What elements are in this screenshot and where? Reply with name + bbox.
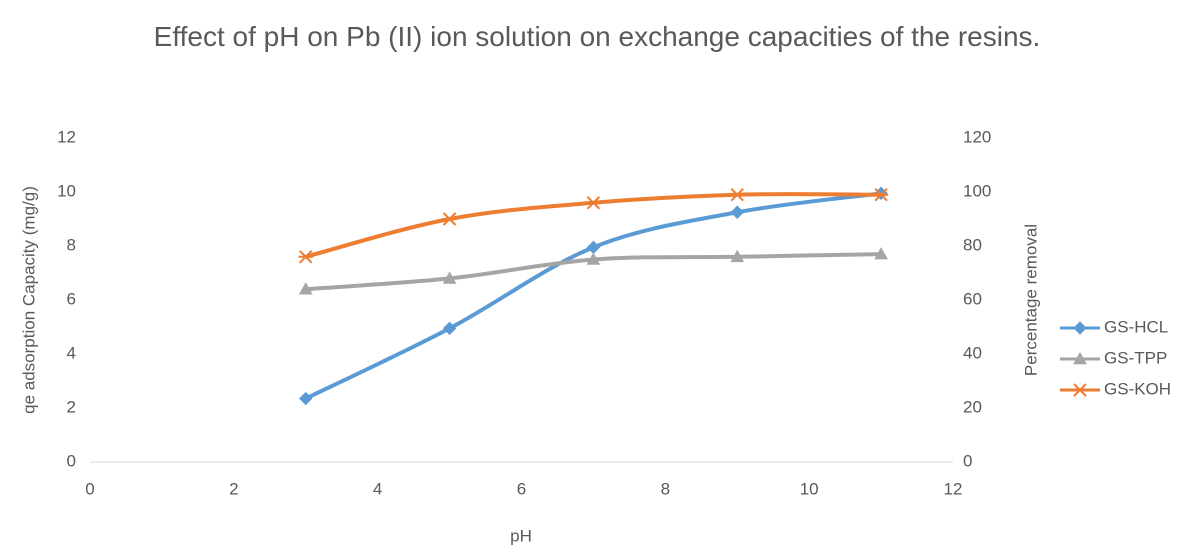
- chart-title: Effect of pH on Pb (II) ion solution on …: [153, 21, 1041, 52]
- legend-marker: [1073, 321, 1087, 335]
- y2-tick-label: 120: [963, 127, 991, 146]
- y-tick-label: 6: [67, 289, 76, 308]
- marker: [874, 247, 888, 260]
- y2-tick-label: 60: [963, 289, 982, 308]
- legend-marker: [1072, 383, 1088, 397]
- y2-tick-label: 100: [963, 181, 991, 200]
- y2-axis-label: Percentage removal: [1021, 224, 1040, 376]
- marker: [873, 187, 889, 202]
- legend-label: GS-HCL: [1104, 317, 1168, 336]
- marker: [442, 321, 457, 336]
- series-line: [304, 191, 882, 401]
- x-tick-label: 6: [517, 479, 526, 498]
- legend-marker: [1073, 351, 1087, 365]
- marker: [298, 282, 313, 295]
- marker: [442, 212, 457, 226]
- y2-tick-label: 20: [963, 397, 982, 416]
- x-tick-label: 4: [373, 479, 382, 498]
- y-axis-label: qe adsorption Capacity (mg/g): [19, 186, 38, 414]
- y2-tick-label: 0: [963, 451, 972, 470]
- marker: [298, 250, 313, 264]
- y2-tick-label: 80: [963, 235, 982, 254]
- x-tick-label: 10: [800, 479, 819, 498]
- marker: [586, 240, 601, 255]
- marker: [442, 271, 457, 284]
- marker: [730, 249, 745, 263]
- title-box: Effect of pH on Pb (II) ion solution on …: [0, 14, 1194, 60]
- marker: [730, 205, 744, 219]
- y-tick-label: 8: [67, 235, 76, 254]
- marker: [586, 252, 601, 265]
- y2-tick-label: 40: [963, 343, 982, 362]
- x-tick-label: 2: [229, 479, 238, 498]
- x-tick-label: 12: [944, 479, 963, 498]
- marker: [730, 187, 745, 202]
- x-tick-label: 8: [661, 479, 670, 498]
- y-tick-label: 10: [57, 181, 76, 200]
- y-tick-label: 12: [57, 127, 76, 146]
- legend-label: GS-KOH: [1104, 379, 1171, 398]
- marker: [586, 196, 601, 210]
- marker: [299, 391, 313, 406]
- legend-label: GS-TPP: [1104, 348, 1167, 367]
- x-axis-label: pH: [510, 526, 532, 545]
- y-tick-label: 4: [67, 343, 76, 362]
- y-tick-label: 2: [67, 397, 76, 416]
- y-tick-label: 0: [67, 451, 76, 470]
- x-tick-label: 0: [85, 479, 94, 498]
